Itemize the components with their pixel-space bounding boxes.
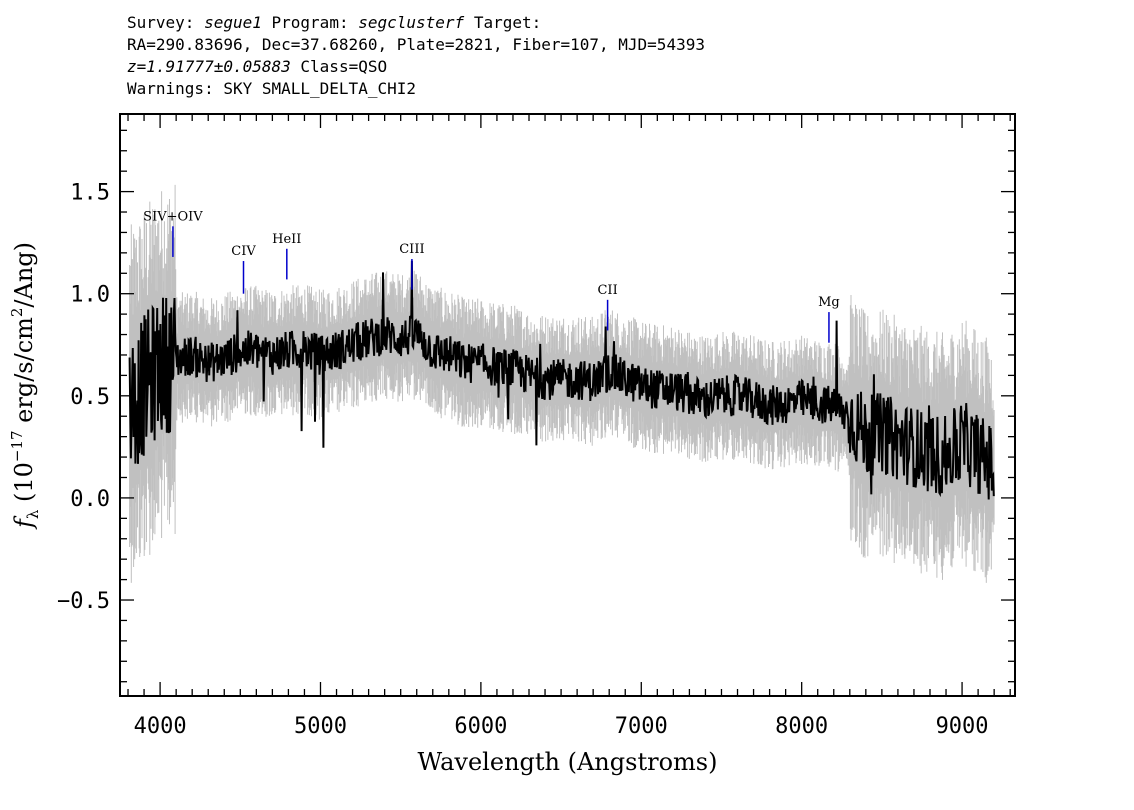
- spectrum-header: Survey: segue1 Program: segclusterf Targ…: [127, 12, 705, 100]
- axis-tick-labels: 4000 5000 6000 7000 8000 9000 −0.5 0.0 0.5 1.0 1.5: [57, 181, 989, 739]
- class-value: Class=QSO: [300, 57, 388, 76]
- plot-frame: [119, 113, 1016, 697]
- y-tick-label: 1.5: [70, 181, 110, 206]
- survey-label: Survey:: [127, 13, 195, 32]
- survey-value: segue1: [204, 13, 262, 32]
- y-tick-label: −0.5: [57, 589, 110, 614]
- flux-series: [128, 260, 995, 500]
- y-tick-label: 0.0: [70, 487, 110, 512]
- line-label-siv-oiv: SIV+OIV: [143, 209, 203, 224]
- y-tick-label: 1.0: [70, 283, 110, 308]
- header-line-2: RA=290.83696, Dec=37.68260, Plate=2821, …: [127, 35, 705, 54]
- header-line-3: z=1.91777±0.05883 Class=QSO: [127, 56, 705, 78]
- x-tick-label: 6000: [454, 714, 507, 739]
- axis-ticks: [120, 114, 1015, 696]
- y-axis-label: fλ (10−17 erg/s/cm2/Ang): [8, 242, 42, 530]
- x-tick-label: 5000: [294, 714, 347, 739]
- line-label-cii: CII: [597, 283, 617, 298]
- redshift-value: z=1.91777±0.05883: [127, 57, 291, 76]
- target-label: Target:: [473, 13, 542, 32]
- line-label-mg: Mg: [818, 295, 840, 310]
- program-value: segclusterf: [358, 13, 465, 32]
- header-line-4: Warnings: SKY SMALL_DELTA_CHI2: [127, 79, 416, 98]
- emission-line-markers: SIV+OIV CIV HeII CIII CII Mg: [143, 209, 840, 343]
- x-tick-label: 7000: [615, 714, 668, 739]
- x-tick-label: 8000: [775, 714, 828, 739]
- header-line-1: Survey: segue1 Program: segclusterf Targ…: [127, 12, 705, 34]
- flux-line: [128, 260, 995, 500]
- y-tick-label: 0.5: [70, 385, 110, 410]
- program-label: Program:: [271, 13, 349, 32]
- x-tick-label: 9000: [936, 714, 989, 739]
- line-label-heii: HeII: [272, 232, 301, 247]
- line-label-civ: CIV: [231, 244, 256, 259]
- x-axis-label: Wavelength (Angstroms): [418, 748, 718, 776]
- x-tick-label: 4000: [134, 714, 187, 739]
- line-label-ciii: CIII: [399, 242, 424, 257]
